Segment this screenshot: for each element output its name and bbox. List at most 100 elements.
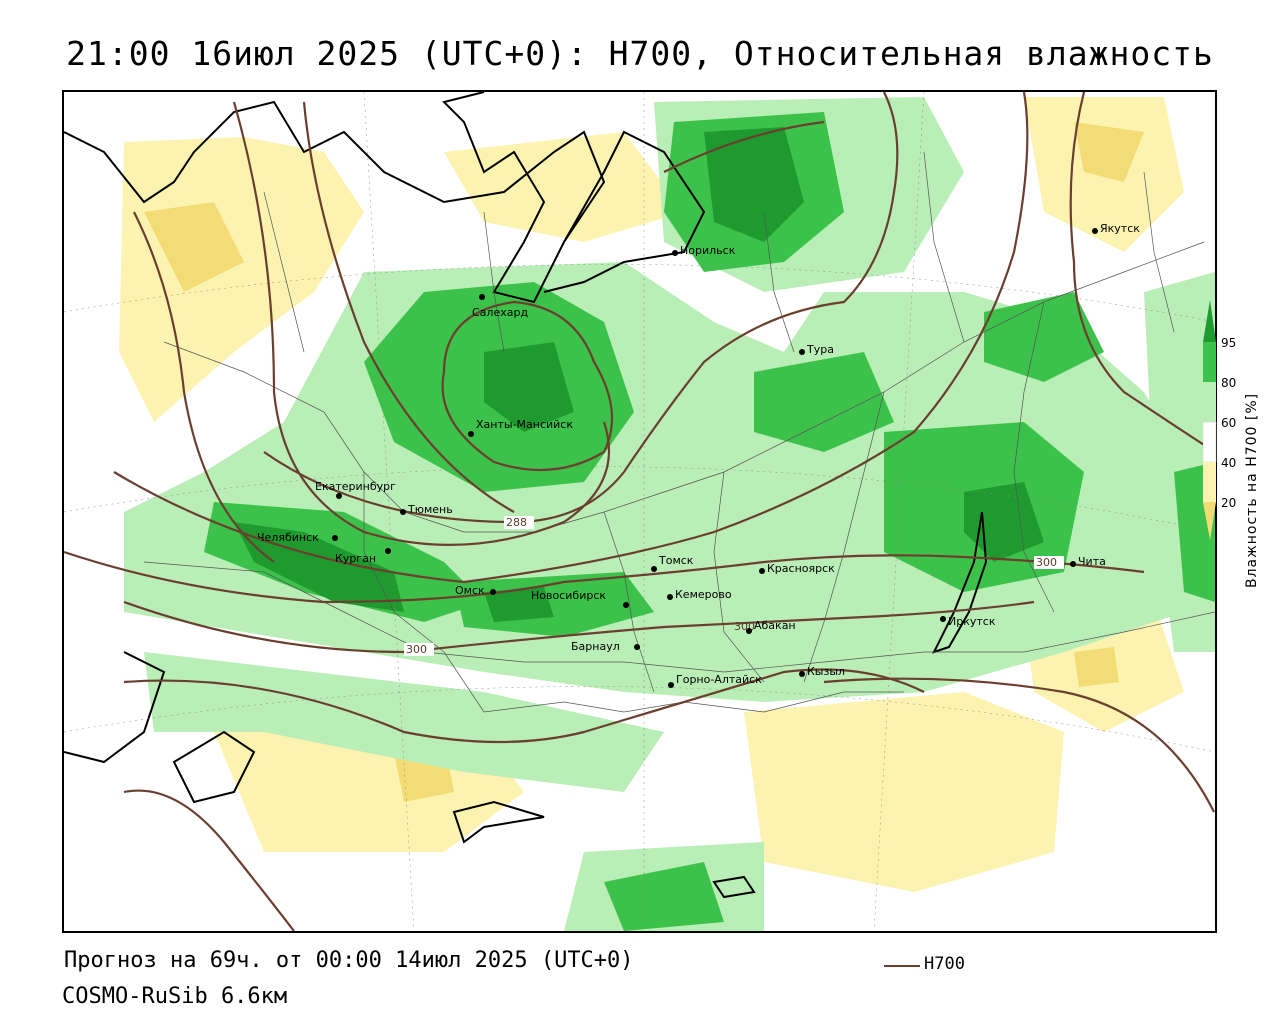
model-name: COSMO-RuSib 6.6км (62, 984, 288, 1009)
city-marker (746, 628, 752, 634)
dry-area-south (744, 692, 1064, 892)
isoline-ural (232, 101, 611, 546)
city-marker (1070, 561, 1076, 567)
wet-area-south-mongolia (604, 862, 724, 931)
colorbar-title-wrap: Влажность на H700 [%] (1244, 350, 1266, 590)
city-label-tyumen: Тюмень (407, 503, 453, 516)
isoline-north (302, 101, 515, 513)
city-label-irkutsk: Иркутск (948, 615, 996, 628)
city-label-tomsk: Томск (658, 554, 694, 567)
colorbar-tick-40: 40 (1221, 456, 1237, 470)
map-title: 21:00 16июл 2025 (UTC+0): H700, Относите… (66, 34, 1214, 73)
city-marker (385, 548, 391, 554)
isoline-labels: 288 300 300 300 (404, 516, 1064, 656)
city-marker (623, 602, 629, 608)
city-label-khanty-mansiysk: Ханты-Мансийск (476, 418, 573, 431)
city-marker (668, 682, 674, 688)
city-label-yakutsk: Якутск (1100, 222, 1140, 235)
forecast-info: Прогноз на 69ч. от 00:00 14июл 2025 (UTC… (64, 948, 634, 973)
very-wet-area-novosibirsk (484, 587, 554, 622)
city-label-kyzyl: Кызыл (807, 665, 845, 678)
wet-area-tura (754, 352, 894, 452)
humid-area-south (144, 652, 664, 792)
city-marker (468, 431, 474, 437)
city-marker (672, 250, 678, 256)
very-wet-area-yamal (484, 342, 574, 432)
dry-area-northeast-core (1074, 122, 1144, 182)
colorbar-tick-80: 80 (1221, 376, 1237, 390)
isoline-southeast (823, 677, 1215, 813)
isoline-288 (263, 92, 899, 524)
isoline-low-center (441, 300, 614, 472)
city-marker (332, 535, 338, 541)
isoline-label-bg (1034, 556, 1064, 569)
city-marker (667, 594, 673, 600)
isoline-mid (113, 92, 1029, 584)
aral-sea (172, 730, 256, 804)
city-marker (634, 644, 640, 650)
baikal-lake (932, 511, 988, 654)
isoline-label-300-east: 300 (1036, 556, 1057, 569)
humidity-field (119, 97, 1215, 931)
city-label-kemerovo: Кемерово (675, 588, 732, 601)
isoline-label-288: 288 (506, 516, 527, 529)
lake-south (712, 875, 756, 899)
coastline-kara (543, 130, 706, 293)
city-label-novosibirsk: Новосибирск (531, 589, 606, 602)
city-label-yekaterinburg: Екатеринбург (315, 480, 396, 493)
isoline-arctic-east (663, 120, 825, 173)
city-label-kurgan: Курган (335, 552, 376, 565)
colorbar: 95 80 60 40 20 (1203, 300, 1263, 590)
graticule (64, 92, 1215, 931)
city-label-krasnoyarsk: Красноярск (767, 562, 835, 575)
city-marker (336, 493, 342, 499)
isoline-far-southwest (123, 789, 295, 931)
city-label-omsk: Омск (455, 584, 485, 597)
isoline-label-bg (504, 516, 534, 529)
isoline-300-north (1069, 92, 1215, 453)
city-marker (759, 568, 765, 574)
dry-area-northcentral (444, 132, 684, 242)
h700-isolines (64, 92, 1215, 931)
isoline-label-300-west: 300 (406, 643, 427, 656)
colorbar-tick-20: 20 (1221, 496, 1237, 510)
city-marker (799, 349, 805, 355)
colorbar-ramp (1203, 300, 1217, 540)
city-label-abakan: Абакан (754, 619, 796, 632)
colorbar-top-cap (1203, 300, 1216, 342)
colorbar-tick-60: 60 (1221, 416, 1237, 430)
isoline-low-west (133, 211, 275, 563)
city-label-norilsk: Норильск (680, 244, 736, 257)
map-panel: 288 300 300 300 Норильск Якутск Салехард… (62, 90, 1217, 933)
wet-area-east-yakutia (984, 292, 1104, 382)
city-marker (940, 616, 946, 622)
dry-area-southeast-core (1074, 647, 1119, 687)
isoline-300-south (123, 600, 1035, 654)
city-marker (490, 589, 496, 595)
city-label-barnaul: Барнаул (571, 640, 620, 653)
colorbar-title: Влажность на H700 [%] (1244, 392, 1260, 588)
city-marker (479, 294, 485, 300)
caspian-coast (64, 651, 166, 764)
humidity-map: 288 300 300 300 Норильск Якутск Салехард… (64, 92, 1215, 931)
city-marker (651, 566, 657, 572)
isoline-label-bg (404, 643, 434, 656)
colorbar-tick-95: 95 (1221, 336, 1237, 350)
dry-area-northwest-core (144, 202, 244, 292)
very-wet-area-norilsk (704, 127, 804, 242)
isoline-south (123, 668, 925, 744)
coastline-arctic (64, 92, 606, 304)
city-label-chelyabinsk: Челябинск (257, 531, 319, 544)
isoline-300 (64, 550, 1145, 604)
legend-h700-line (884, 965, 920, 967)
balkhash-lake (452, 800, 545, 844)
legend-h700-label: H700 (924, 954, 965, 974)
city-label-salekhard: Салехард (472, 306, 528, 319)
city-label-gorno-altaysk: Горно-Алтайск (676, 673, 762, 686)
city-label-tura: Тура (806, 343, 834, 356)
cities: Норильск Якутск Салехард Тура Ханты-Манс… (257, 222, 1140, 688)
city-marker (799, 671, 805, 677)
coastlines (64, 92, 988, 899)
city-marker (1092, 228, 1098, 234)
city-marker (400, 509, 406, 515)
